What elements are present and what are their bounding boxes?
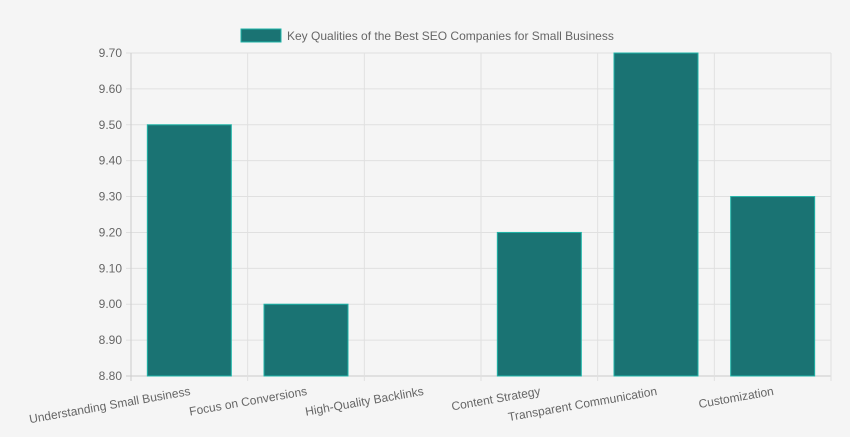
legend[interactable]: Key Qualities of the Best SEO Companies … bbox=[240, 28, 614, 43]
x-tick-label: Customization bbox=[697, 384, 774, 411]
bar[interactable] bbox=[613, 52, 699, 377]
bar[interactable] bbox=[146, 124, 232, 377]
x-tick-label: Focus on Conversions bbox=[188, 384, 308, 419]
y-tick-label: 9.10 bbox=[99, 261, 123, 275]
y-tick-label: 9.60 bbox=[99, 82, 123, 96]
y-tick-label: 9.40 bbox=[99, 154, 123, 168]
bar[interactable] bbox=[263, 303, 349, 377]
y-tick-label: 9.00 bbox=[99, 297, 123, 311]
y-tick-label: 8.90 bbox=[99, 333, 123, 347]
y-tick-label: 9.50 bbox=[99, 118, 123, 132]
x-tick-label: Understanding Small Business bbox=[28, 384, 191, 426]
grid-lines bbox=[126, 52, 832, 381]
y-tick-label: 8.80 bbox=[99, 369, 123, 383]
y-axis-ticks: 9.70 9.60 9.50 9.40 9.30 9.20 9.10 9.00 8.90 8.80 bbox=[99, 46, 123, 383]
y-tick-label: 9.30 bbox=[99, 190, 123, 204]
legend-swatch[interactable] bbox=[240, 28, 282, 43]
x-tick-label: High-Quality Backlinks bbox=[304, 384, 425, 419]
y-tick-label: 9.70 bbox=[99, 46, 123, 60]
y-tick-label: 9.20 bbox=[99, 225, 123, 239]
legend-label[interactable]: Key Qualities of the Best SEO Companies … bbox=[287, 29, 614, 43]
bar[interactable] bbox=[496, 231, 582, 377]
bars bbox=[146, 52, 816, 377]
bar[interactable] bbox=[730, 196, 816, 377]
